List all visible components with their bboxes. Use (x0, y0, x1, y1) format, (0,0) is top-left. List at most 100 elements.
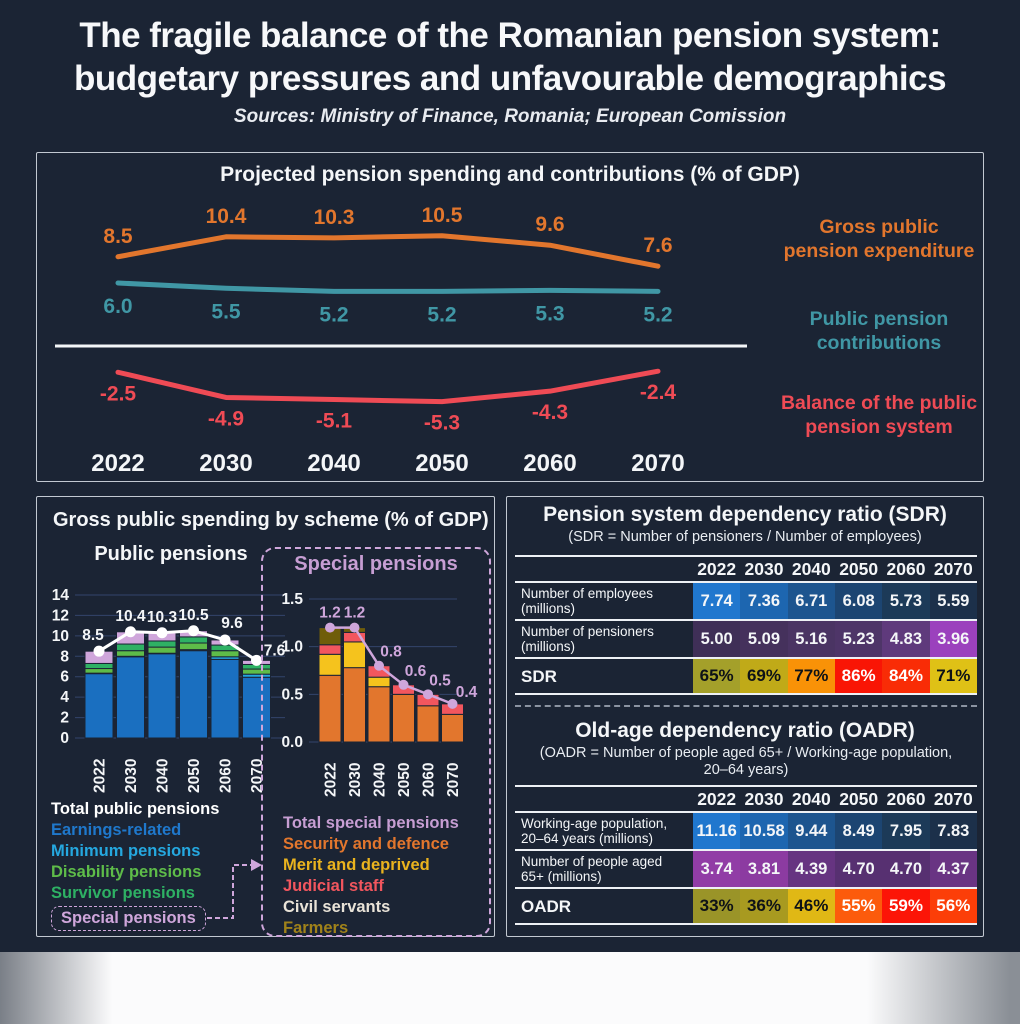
legend-item-label: Public pension (809, 308, 949, 330)
data-label: 9.6 (535, 213, 564, 236)
total-marker (398, 679, 409, 690)
bar-segment (343, 667, 366, 743)
legend-item-label: Balance of the public (780, 392, 978, 414)
row-label: SDR (521, 666, 557, 686)
total-marker (374, 660, 384, 671)
table-cell: 8.49 (834, 813, 883, 849)
bar-segment (147, 640, 177, 648)
table-corner-cell (515, 557, 693, 581)
bar-segment (318, 644, 342, 655)
spending-by-scheme-panel: Gross public spending by scheme (% of GD… (36, 496, 495, 937)
legend-item: Civil servants (283, 898, 391, 916)
table-cell: 5.73 (882, 583, 930, 619)
x-axis-label: 2050 (415, 450, 468, 477)
data-label: 5.3 (535, 302, 564, 325)
oadr-subtitle: (OADR = Number of people aged 65+ / Work… (539, 745, 953, 778)
year-column-header: 2070 (933, 788, 973, 809)
legend-item-label: Gross public (819, 216, 939, 238)
table-row: SDR 65% 69% 77% 86% 84% 71% (515, 659, 977, 695)
total-marker (325, 622, 335, 633)
data-label: 10.4 (206, 205, 247, 228)
table-cell: 5.23 (834, 621, 883, 657)
x-axis-label: 2022 (91, 450, 144, 477)
legend-item: Total public pensions (51, 800, 220, 818)
y-axis-tick-label: 0 (60, 730, 69, 747)
table-cell: 36% (740, 889, 788, 923)
bar-segment (416, 705, 440, 743)
projection-chart-panel: Projected pension spending and contribut… (36, 152, 984, 482)
oadr-table: 2022 2030 2040 2050 2060 2070 Working-age popu… (515, 785, 977, 925)
year-column-header: 2022 (697, 788, 737, 809)
year-column-header: 2040 (791, 558, 831, 579)
total-marker (188, 625, 199, 637)
data-label: 5.2 (427, 303, 456, 326)
special-pensions-chart-title: Special pensions (294, 553, 458, 575)
y-axis-tick-label: 4 (60, 689, 69, 706)
bar-segment (367, 676, 391, 688)
x-axis-label: 2060 (523, 450, 576, 477)
year-column-header: 2030 (744, 558, 784, 579)
x-axis-label: 2030 (199, 450, 252, 477)
public-pensions-chart-title: Public pensions (94, 543, 248, 565)
legend-item-label: pension expenditure (783, 240, 975, 262)
table-cell: 86% (834, 659, 883, 693)
legend-item-label: contributions (816, 332, 942, 354)
table-cell: 3.96 (929, 621, 977, 657)
x-axis-label: 2070 (445, 763, 462, 797)
oadr-title: Old-age dependency ratio (OADR) (575, 719, 915, 742)
total-label: 1.2 (319, 605, 341, 622)
section-divider (515, 705, 977, 707)
bar-segment (147, 653, 177, 739)
table-cell: 4.39 (787, 851, 835, 887)
bar-segment (318, 674, 342, 743)
y-axis-tick-label: 8 (60, 648, 69, 665)
table-cell: 59% (882, 889, 930, 923)
bar-segment (343, 641, 366, 669)
total-marker (251, 654, 262, 666)
table-cell: 3.81 (740, 851, 788, 887)
page-title-line1: The fragile balance of the Romanian pens… (79, 16, 941, 55)
legend-item: Survivor pensions (51, 884, 195, 902)
x-axis-label: 2030 (123, 759, 140, 793)
total-label: 0.5 (429, 672, 451, 689)
data-label: 6.0 (103, 295, 132, 318)
table-header-row: 2022 2030 2040 2050 2060 2070 (515, 787, 977, 813)
table-row: Number of people aged 65+ (millions) 3.74 3… (515, 851, 977, 889)
line-series (115, 368, 661, 405)
special-pensions-stacked-bar-chart: 0.0 0.5 1.0 1.5 2022 2030 2040 2050 2060 2070 1.2 1… (281, 591, 477, 797)
y-axis-tick-label: 14 (52, 587, 70, 604)
x-axis-label: 2050 (396, 763, 413, 797)
year-column-header: 2050 (839, 558, 879, 579)
bar-segment (147, 646, 177, 654)
total-marker (125, 626, 136, 638)
x-axis-label: 2070 (631, 450, 684, 477)
legend-item: Balance of the public pension system (775, 391, 983, 439)
table-cell: 7.95 (882, 813, 930, 849)
table-corner-cell (515, 787, 693, 811)
table-cell: 4.83 (882, 621, 930, 657)
table-cell: 7.36 (740, 583, 788, 619)
total-marker (93, 645, 105, 657)
data-label: 7.6 (643, 234, 672, 257)
special-pensions-legend: Total special pensions Security and defen… (283, 813, 459, 939)
row-label: Number of employees (millions) (521, 586, 654, 616)
table-cell: 10.58 (740, 813, 788, 849)
data-label: -2.5 (100, 382, 137, 405)
y-axis-tick-label: 6 (60, 669, 69, 686)
y-axis-tick-label: 1.0 (281, 639, 303, 656)
x-axis-label: 2040 (307, 450, 360, 477)
bar-segment (318, 653, 342, 676)
table-cell: 5.59 (929, 583, 977, 619)
x-axis-label: 2022 (92, 759, 109, 793)
data-label: -2.4 (640, 381, 677, 404)
x-axis-label: 2030 (347, 763, 364, 797)
year-column-header: 2030 (744, 788, 784, 809)
x-axis-label: 2050 (186, 759, 203, 793)
table-cell: 6.71 (787, 583, 835, 619)
legend-item: Gross public pension expenditure (775, 215, 983, 263)
projection-line-chart: 8.5 10.4 10.3 10.5 9.6 7.6 6.0 5.5 5.2 5.2 5.3 5.2 -… (55, 204, 747, 477)
table-cell: 5.09 (740, 621, 788, 657)
table-cell: 84% (882, 659, 930, 693)
data-label: 10.5 (422, 204, 463, 227)
